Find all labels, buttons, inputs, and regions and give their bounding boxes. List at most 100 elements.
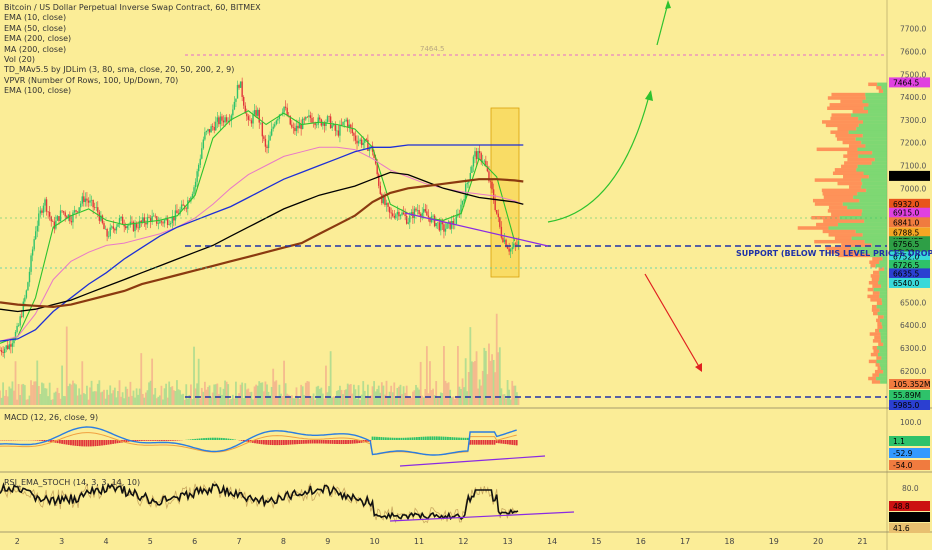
macd-hist-bar (515, 440, 518, 446)
vpvr-bar-sell (837, 181, 863, 186)
candle-body (315, 124, 318, 126)
candle-body (298, 123, 301, 129)
vpvr-bar-buy (858, 116, 887, 121)
macd-hist-bar (444, 436, 447, 440)
candle-body (379, 185, 382, 194)
time-tick-label: 7 (236, 537, 241, 546)
price-badge-bg (889, 217, 930, 228)
volume-bar (466, 391, 469, 405)
candle-body (398, 211, 400, 217)
macd-hist-bar (65, 440, 68, 445)
vpvr-bar-sell (870, 298, 882, 302)
candle-body (337, 130, 340, 136)
volume-bar (384, 394, 386, 405)
candle-body (42, 205, 45, 213)
candle-body (256, 109, 259, 116)
volume-bar (225, 381, 228, 405)
volume-bar (72, 380, 74, 405)
volume-bar (62, 395, 65, 405)
volume-bar (379, 392, 382, 405)
macd-hist-bar (418, 436, 421, 440)
volume-bar (110, 393, 113, 405)
volume-bar (391, 392, 394, 405)
macd-hist-bar (484, 440, 487, 445)
macd-hist-bar (227, 438, 230, 440)
macd-hist-bar (453, 437, 456, 440)
volume-bar (135, 388, 138, 405)
candle-body (478, 151, 481, 154)
volume-bar (98, 380, 101, 405)
candle-body (55, 220, 57, 229)
rsi-line (0, 482, 519, 521)
candle-body (376, 163, 378, 175)
vpvr-bar-sell (849, 185, 862, 189)
macd-hist-bar (460, 437, 463, 440)
macd-hist-bar (278, 440, 281, 446)
volume-bar (176, 380, 178, 405)
candle-body (80, 203, 82, 208)
candle-body (325, 121, 327, 126)
macd-hist-bar (407, 437, 409, 440)
vpvr-bar-sell (867, 294, 880, 299)
macd-hist-bar (351, 440, 354, 444)
macd-hist-bar (396, 437, 398, 440)
volume-bar (208, 385, 211, 405)
macd-hist-bar (345, 440, 347, 444)
volume-bar (45, 388, 48, 405)
price-badge: 6726.5 (893, 261, 919, 270)
macd-hist-bar (141, 440, 143, 441)
vpvr-bar-sell (867, 287, 874, 292)
volume-bar (328, 386, 330, 405)
volume-bar (382, 385, 385, 405)
time-tick-label: 17 (680, 537, 690, 546)
volume-bar (65, 326, 68, 405)
macd-hist-bar (196, 438, 199, 440)
volume-bar (210, 396, 213, 405)
volume-bar (517, 397, 520, 405)
candle-body (33, 239, 35, 250)
candle-body (166, 218, 169, 225)
candle-body (294, 127, 296, 132)
volume-bar (470, 361, 473, 405)
volume-bar (368, 396, 371, 405)
macd-hist-bar (50, 440, 52, 443)
candle-body (5, 345, 7, 349)
candle-body (246, 113, 248, 117)
macd-hist-bar (265, 440, 267, 445)
volume-bar (197, 358, 200, 405)
volume-bar (207, 386, 209, 405)
price-badge: 6635.5 (893, 269, 919, 278)
candle-body (348, 124, 350, 128)
candle-body (283, 106, 285, 113)
vpvr-bar-buy (828, 226, 887, 230)
volume-bar (8, 386, 11, 405)
candle-body (140, 220, 142, 223)
candle-body (126, 225, 128, 229)
candle-body (197, 164, 200, 172)
price-tick-label: 6300.0 (900, 344, 926, 353)
candle-body (244, 105, 246, 114)
volume-bar (323, 398, 326, 405)
vpvr-bar-sell (836, 137, 856, 141)
candle-body (236, 85, 239, 99)
price-badge-bg (889, 227, 930, 238)
candle-body (390, 212, 392, 214)
macd-hist-bar (116, 440, 119, 444)
candle-body (359, 139, 361, 142)
candle-body (134, 223, 136, 232)
vpvr-bar-sell (831, 212, 862, 217)
candle-body (291, 124, 293, 128)
candle-body (447, 221, 450, 224)
candle-body (62, 211, 65, 213)
candle-body (339, 124, 341, 136)
vpvr-bar-buy (858, 123, 887, 128)
macd-hist-bar (198, 438, 201, 440)
candle-body (432, 215, 434, 217)
volume-bar (203, 381, 206, 405)
candle-body (176, 210, 178, 214)
candle-body (120, 216, 122, 219)
candle-body (14, 331, 17, 340)
candle-body (174, 210, 177, 221)
